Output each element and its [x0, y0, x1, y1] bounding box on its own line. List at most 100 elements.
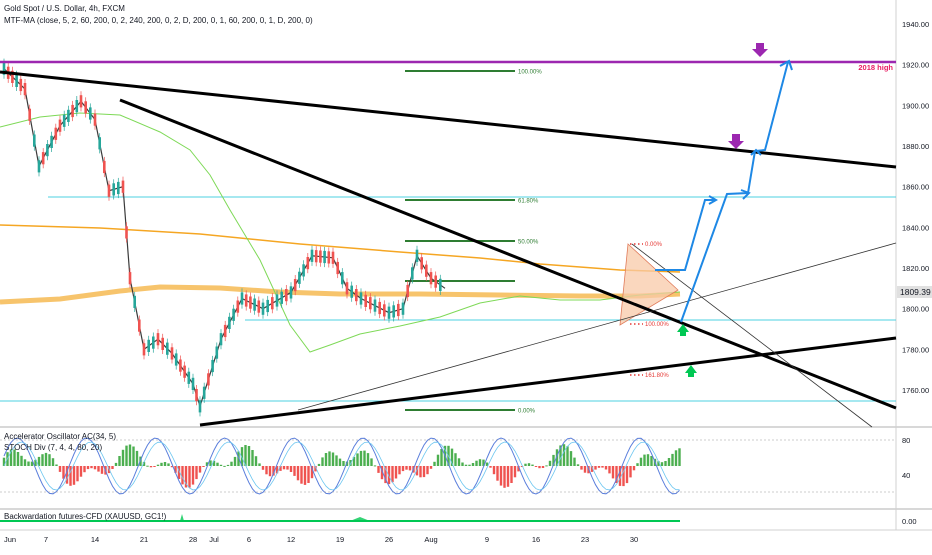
price-series[interactable]: [3, 68, 446, 409]
oscillator-bar: [93, 466, 97, 470]
oscillator-bar: [576, 464, 580, 466]
oscillator-bar: [132, 446, 135, 466]
osc-tick-40: 40: [902, 471, 910, 480]
candle-body: [67, 109, 70, 122]
oscillator-bar: [174, 466, 177, 473]
purple-down-arrow-top[interactable]: [752, 43, 768, 57]
candle-body: [166, 342, 169, 355]
oscillator-bar: [212, 460, 216, 466]
oscillator-bar: [149, 466, 153, 468]
oscillator-bar: [205, 462, 209, 466]
oscillator-bar: [233, 456, 237, 466]
triangle-pattern[interactable]: [619, 243, 679, 326]
trendline-ascending-bottom[interactable]: [199, 336, 897, 427]
y-tick-label: 1860.00: [902, 183, 929, 192]
green-up-arrow-2[interactable]: [685, 365, 697, 377]
candles[interactable]: [2, 58, 442, 417]
candle-body: [215, 346, 219, 359]
oscillator-bar: [191, 466, 195, 485]
oscillator-bar: [69, 466, 72, 486]
oscillator-bar: [660, 462, 664, 466]
x-tick-label: 28: [189, 535, 197, 544]
candle-body: [23, 83, 27, 96]
oscillator-bar: [485, 462, 489, 466]
x-tick-label: 23: [581, 535, 589, 544]
oscillator-bar: [650, 456, 653, 466]
oscillator-bar: [510, 466, 513, 483]
oscillator-bar: [548, 460, 552, 466]
oscillator-bar: [422, 466, 426, 478]
x-tick-label: 12: [287, 535, 295, 544]
oscillator-bar: [457, 458, 461, 466]
oscillator-bar: [181, 466, 184, 485]
candle-body: [84, 101, 87, 114]
candle-body: [112, 183, 115, 196]
candle-body: [198, 400, 202, 413]
purple-down-arrow-mid[interactable]: [728, 134, 744, 149]
oscillator-label: Accelerator Oscillator AC(34, 5): [4, 432, 117, 441]
oscillator-bar: [23, 459, 27, 466]
y-axis-ticks: 1940.00 1920.00 1900.00 1880.00 1860.00 1840.…: [902, 20, 929, 395]
oscillator-bar: [562, 444, 566, 466]
oscillator-bar: [394, 466, 398, 479]
projection-short[interactable]: [655, 199, 715, 271]
oscillator-bar: [674, 450, 678, 466]
trendline-upper-long[interactable]: [0, 70, 897, 169]
candle-body: [211, 359, 214, 373]
ma-orange-thin[interactable]: [0, 224, 681, 273]
oscillator-bar: [590, 466, 594, 472]
oscillator-bar: [163, 462, 167, 466]
osc-tick-80: 80: [902, 436, 910, 445]
stoch-d-line[interactable]: [3, 441, 680, 491]
stoch-k-line[interactable]: [3, 437, 680, 495]
oscillator-bar: [667, 458, 671, 466]
candle-body: [15, 74, 18, 87]
oscillator-bar: [384, 466, 387, 484]
fib-small-1618-label: 161.80%: [645, 373, 669, 379]
oscillator-bar: [216, 462, 219, 466]
candle-body: [257, 300, 261, 313]
x-tick-label: 21: [140, 535, 148, 544]
ma-green[interactable]: [0, 112, 681, 353]
backwardation-tick-0: 0.00: [902, 517, 917, 526]
projection-long[interactable]: [680, 61, 789, 323]
legend-symbol: Gold Spot / U.S. Dollar, 4h, FXCM: [4, 4, 125, 13]
candle-body: [439, 278, 442, 291]
fib-main-618-label: 61.80%: [518, 199, 539, 205]
oscillator-bar: [307, 466, 310, 483]
candle-body: [161, 337, 164, 350]
trendline-descending[interactable]: [119, 98, 897, 410]
candle-body: [285, 289, 288, 302]
oscillator-bar: [520, 466, 524, 467]
oscillator-bar: [55, 464, 58, 466]
oscillator-bar: [531, 464, 534, 466]
candle-body: [429, 272, 433, 285]
legend-ma: MTF-MA (close, 5, 2, 60, 200, 0, 2, 240,…: [4, 16, 313, 25]
projection-long-head: [779, 59, 793, 71]
oscillator-bar: [513, 466, 517, 478]
high-2018-label: 2018 high: [858, 63, 893, 72]
oscillator-bar: [545, 465, 548, 467]
x-tick-label: Jul: [209, 535, 219, 544]
green-up-arrow-1[interactable]: [677, 324, 689, 336]
oscillator-bar: [72, 466, 76, 485]
oscillator-bar: [436, 454, 440, 466]
oscillator-bar: [468, 464, 471, 466]
candle-body: [11, 70, 14, 83]
oscillator-bar: [450, 448, 454, 466]
candle-body: [207, 373, 210, 386]
oscillator-bar: [345, 461, 349, 466]
oscillator-bar: [440, 449, 443, 466]
oscillator-bar: [433, 461, 436, 466]
trendline-thin-ascending[interactable]: [297, 242, 897, 411]
oscillator-bar: [604, 466, 608, 470]
ma-orange-thick[interactable]: [0, 284, 681, 305]
oscillator-bar: [167, 463, 170, 466]
oscillator-bar: [492, 466, 496, 475]
trendline-thin-descending[interactable]: [631, 243, 873, 428]
oscillator-bar: [65, 466, 69, 484]
oscillator-bar: [464, 464, 468, 466]
oscillator-bar: [244, 445, 247, 466]
oscillator-bar: [405, 466, 408, 470]
